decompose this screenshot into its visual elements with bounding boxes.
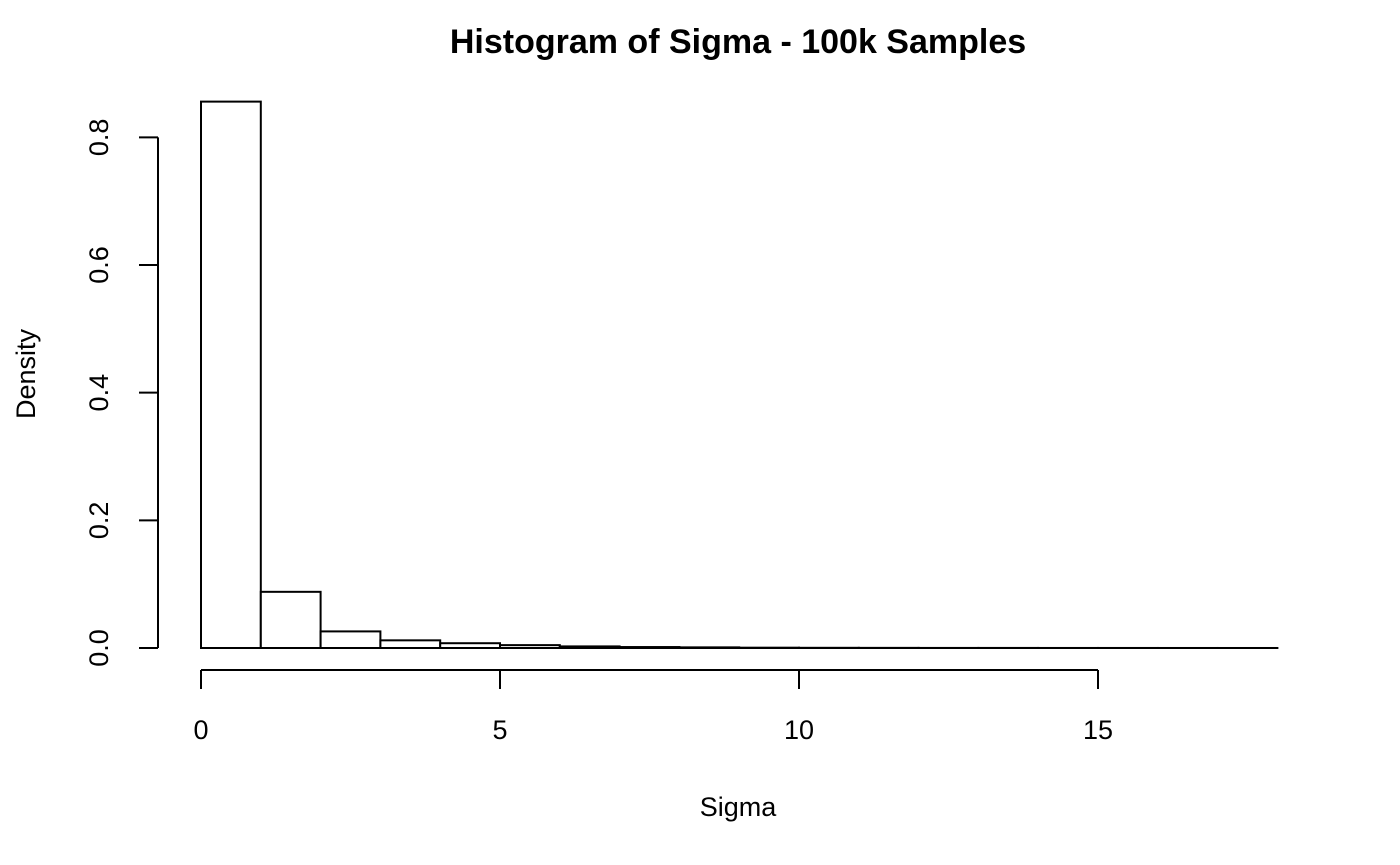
histogram-bar xyxy=(439,642,502,650)
histogram-bar xyxy=(618,646,681,649)
x-axis-label: Sigma xyxy=(700,792,778,822)
y-tick-label: 0.0 xyxy=(84,629,114,667)
y-tick-label: 0.8 xyxy=(84,119,114,157)
y-axis: 0.0 0.2 0.4 0.6 0.8 xyxy=(84,119,159,667)
histogram-bar xyxy=(200,100,262,650)
histogram-bar xyxy=(259,590,322,649)
y-axis-label: Density xyxy=(11,328,41,419)
x-tick-label: 15 xyxy=(1083,715,1113,745)
y-tick-label: 0.2 xyxy=(84,502,114,540)
chart-title: Histogram of Sigma - 100k Samples xyxy=(450,23,1026,61)
histogram-bar xyxy=(319,630,382,649)
histogram-bars xyxy=(200,100,1279,650)
histogram-bar xyxy=(558,645,621,649)
histogram-bar xyxy=(379,639,442,649)
histogram-bar xyxy=(678,646,741,649)
x-tick-label: 10 xyxy=(784,715,814,745)
y-tick-label: 0.4 xyxy=(84,374,114,412)
y-tick-label: 0.6 xyxy=(84,246,114,284)
histogram-bar xyxy=(499,644,561,649)
x-tick-label: 5 xyxy=(492,715,507,745)
x-axis: 0 5 10 15 xyxy=(193,669,1113,745)
x-tick-label: 0 xyxy=(193,715,208,745)
